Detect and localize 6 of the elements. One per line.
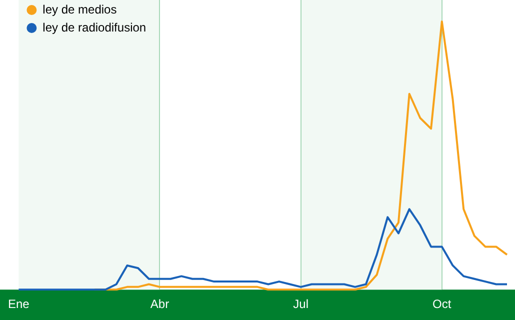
x-tick-label: Oct bbox=[432, 297, 452, 312]
x-tick-label: Ene bbox=[8, 297, 30, 312]
x-tick-label: Abr bbox=[150, 297, 170, 312]
legend-label: ley de radiodifusion bbox=[42, 20, 146, 34]
legend-label: ley de medios bbox=[42, 2, 117, 16]
x-tick-label: Jul bbox=[293, 297, 308, 312]
